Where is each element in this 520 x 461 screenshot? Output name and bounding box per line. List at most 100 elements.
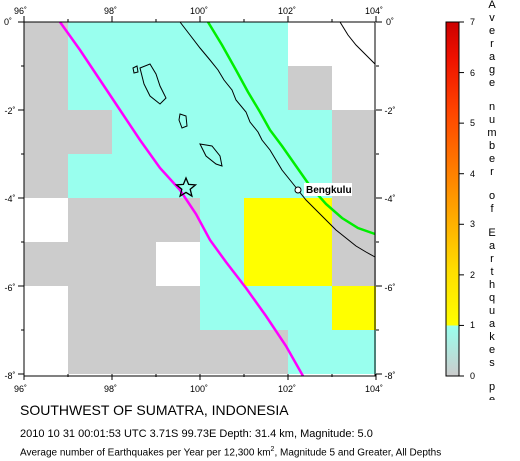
grid-cell bbox=[68, 330, 112, 374]
seismicity-map: Bengkulu 96˚ 98˚ 100˚ 102˚ 104˚ 96˚ 98˚ … bbox=[4, 0, 497, 400]
colorbar-title-letter: v bbox=[489, 12, 495, 24]
colorbar-tick-label: 0 bbox=[470, 371, 475, 381]
lon-label-top: 100˚ bbox=[190, 6, 208, 16]
grid-cell bbox=[156, 330, 200, 374]
grid-cell bbox=[24, 242, 68, 286]
grid-cell bbox=[244, 22, 288, 66]
grid-cell bbox=[68, 154, 112, 198]
islands bbox=[132, 63, 223, 167]
colorbar-title-letter: e bbox=[489, 344, 495, 356]
grid-cell bbox=[200, 242, 244, 286]
colorbar-title-letter: f bbox=[490, 203, 494, 215]
grid-cell bbox=[156, 198, 200, 242]
grid-cell bbox=[24, 154, 68, 198]
lat-label-left: -8˚ bbox=[5, 371, 16, 381]
colorbar: 0 1 2 3 4 5 6 7 AveragenumberofEarthquak… bbox=[445, 0, 497, 400]
colorbar-title-letter: q bbox=[489, 292, 495, 304]
grid-cell bbox=[332, 22, 376, 66]
colorbar-title-letter: a bbox=[489, 51, 496, 63]
colorbar-title-letter: u bbox=[489, 114, 495, 126]
colorbar-title-letter: b bbox=[489, 140, 495, 152]
grid-cell bbox=[112, 330, 156, 374]
fault-line bbox=[206, 21, 376, 236]
grid-cell bbox=[332, 242, 376, 286]
grid-cell bbox=[112, 198, 156, 242]
grid-cell bbox=[112, 22, 156, 66]
grid-cell bbox=[68, 110, 112, 154]
grid-cell bbox=[68, 242, 112, 286]
lat-label-right: 0˚ bbox=[386, 17, 394, 27]
colorbar-tick-label: 7 bbox=[470, 17, 475, 27]
colorbar-title-letter: m bbox=[487, 127, 496, 139]
lon-label-top: 98˚ bbox=[104, 6, 117, 16]
grid-cell bbox=[332, 330, 376, 374]
coastline bbox=[179, 21, 376, 258]
colorbar-title-letter: n bbox=[489, 101, 495, 113]
description-text-end: , Magnitude 5 and Greater, All Depths bbox=[274, 447, 442, 459]
colorbar-title-letter: u bbox=[489, 305, 495, 317]
colorbar-title-letter: E bbox=[488, 227, 495, 239]
description-text: Average number of Earthquakes per Year p… bbox=[20, 447, 271, 459]
colorbar-ticks bbox=[459, 21, 464, 377]
lat-label-right: -6˚ bbox=[385, 283, 396, 293]
lat-label-left: -2˚ bbox=[5, 106, 16, 116]
lat-label-right: -4˚ bbox=[385, 194, 396, 204]
city-label: Bengkulu bbox=[306, 185, 352, 196]
colorbar-title-letter: p bbox=[489, 381, 495, 393]
star-icon bbox=[174, 176, 198, 198]
grid-cell bbox=[332, 286, 376, 330]
colorbar-tick-label: 4 bbox=[470, 169, 475, 179]
lon-label-bottom: 98˚ bbox=[104, 384, 117, 394]
grid-cell bbox=[332, 66, 376, 110]
grid-cell bbox=[288, 198, 332, 242]
grid-cell bbox=[68, 198, 112, 242]
grid-cell bbox=[156, 242, 200, 286]
grid-cell bbox=[112, 286, 156, 330]
grid-cell bbox=[112, 242, 156, 286]
colorbar-title-letter: a bbox=[489, 318, 496, 330]
lon-label-bottom: 100˚ bbox=[190, 384, 208, 394]
lat-label-right: -2˚ bbox=[385, 106, 396, 116]
grid-cell bbox=[24, 110, 68, 154]
colorbar-fill bbox=[445, 21, 460, 377]
colorbar-title-letter: h bbox=[489, 279, 495, 291]
grid-cell bbox=[156, 66, 200, 110]
grid-cell bbox=[24, 66, 68, 110]
lat-label-left: -6˚ bbox=[5, 283, 16, 293]
colorbar-tick-label: 3 bbox=[470, 219, 475, 229]
colorbar-title-letter: e bbox=[489, 25, 495, 37]
event-info: 2010 10 31 00:01:53 UTC 3.71S 99.73E Dep… bbox=[20, 428, 373, 440]
colorbar-tick-label: 5 bbox=[470, 118, 475, 128]
grid-cell bbox=[288, 242, 332, 286]
colorbar-title-letter: r bbox=[490, 253, 494, 265]
grid-cell bbox=[244, 154, 288, 198]
grid-cell bbox=[244, 110, 288, 154]
rate-grid bbox=[24, 22, 376, 374]
colorbar-title-letter: g bbox=[489, 64, 495, 76]
colorbar-title-letter: r bbox=[490, 38, 494, 50]
lat-label-right: -8˚ bbox=[385, 371, 396, 381]
description-superscript: 2 bbox=[270, 446, 275, 453]
lon-label-top: 104˚ bbox=[365, 6, 383, 16]
colorbar-tick-label: 6 bbox=[470, 68, 475, 78]
grid-cell bbox=[156, 286, 200, 330]
colorbar-title-letter: o bbox=[489, 190, 495, 202]
grid-cell bbox=[200, 154, 244, 198]
trench-line bbox=[58, 21, 305, 377]
colorbar-title-letter: e bbox=[489, 77, 495, 89]
grid-cell bbox=[200, 286, 244, 330]
grid-cell bbox=[244, 242, 288, 286]
grid-cell bbox=[288, 22, 332, 66]
grid-cell bbox=[200, 110, 244, 154]
grid-cell bbox=[332, 110, 376, 154]
grid-cell bbox=[156, 22, 200, 66]
colorbar-tick-label: 2 bbox=[470, 270, 475, 280]
grid-cell bbox=[156, 110, 200, 154]
city-marker bbox=[294, 186, 302, 194]
grid-cell bbox=[24, 286, 68, 330]
colorbar-title-letter: a bbox=[489, 240, 496, 252]
lon-label-bottom: 102˚ bbox=[278, 384, 296, 394]
map-description: Average number of Earthquakes per Year p… bbox=[20, 446, 441, 458]
lon-label-top: 102˚ bbox=[278, 6, 296, 16]
